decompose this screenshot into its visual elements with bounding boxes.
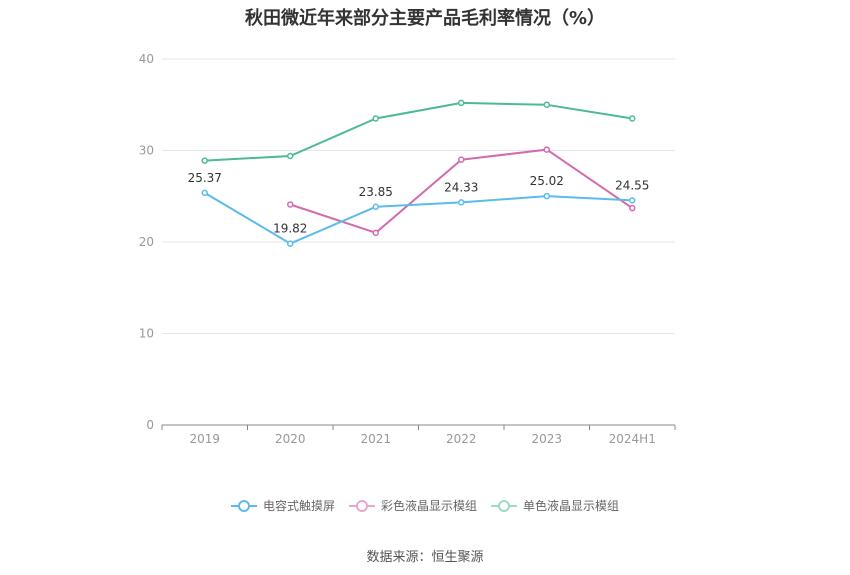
data-point — [372, 115, 379, 122]
legend-marker-icon — [491, 499, 517, 513]
legend-label: 单色液晶显示模组 — [523, 499, 620, 513]
data-point — [458, 199, 465, 206]
data-point — [201, 189, 208, 197]
y-tick-label: 0 — [146, 418, 154, 432]
y-tick-label: 40 — [139, 52, 154, 66]
data-point — [543, 101, 550, 108]
data-label: 24.33 — [444, 180, 478, 194]
data-point — [629, 204, 636, 212]
data-point — [287, 201, 294, 208]
y-tick-label: 10 — [139, 327, 154, 341]
series-line — [204, 101, 633, 162]
legend-marker-icon — [230, 499, 257, 513]
data-point — [629, 115, 636, 122]
chart-legend: 电容式触摸屏 彩色液晶显示模组 单色液晶显示模组 — [0, 497, 850, 514]
data-label: 23.85 — [359, 185, 393, 199]
y-tick-label: 20 — [139, 235, 154, 249]
legend-item-color-lcd-module[interactable]: 彩色液晶显示模组 — [348, 497, 477, 514]
data-label: 25.02 — [530, 174, 564, 188]
data-label: 24.55 — [615, 178, 649, 192]
x-tick-label: 2024H1 — [609, 432, 656, 446]
x-tick-label: 2023 — [531, 432, 562, 446]
x-tick-label: 2021 — [360, 432, 391, 446]
data-point — [287, 152, 294, 160]
data-point — [543, 192, 550, 200]
legend-label: 彩色液晶显示模组 — [380, 499, 477, 513]
y-tick-label: 30 — [139, 144, 154, 158]
series-line — [204, 192, 633, 245]
data-point — [287, 240, 294, 247]
data-point — [372, 203, 379, 211]
legend-item-capacitive-touchscreen[interactable]: 电容式触摸屏 — [230, 497, 335, 514]
data-point — [201, 157, 208, 164]
legend-label: 电容式触摸屏 — [262, 499, 335, 513]
data-point — [543, 146, 550, 153]
data-label: 19.82 — [273, 222, 307, 236]
data-label: 25.37 — [188, 171, 222, 185]
data-point — [458, 99, 465, 107]
legend-marker-icon — [348, 499, 375, 513]
x-tick-label: 2020 — [275, 432, 306, 446]
legend-item-mono-lcd-module[interactable]: 单色液晶显示模组 — [491, 497, 619, 514]
data-source: 数据来源：恒生聚源 — [366, 550, 484, 565]
data-point — [629, 197, 636, 204]
data-point — [372, 229, 379, 237]
x-tick-label: 2019 — [189, 432, 220, 446]
data-point — [458, 156, 465, 163]
chart-title: 秋田微近年来部分主要产品毛利率情况（%） — [244, 8, 606, 29]
x-tick-label: 2022 — [446, 432, 477, 446]
